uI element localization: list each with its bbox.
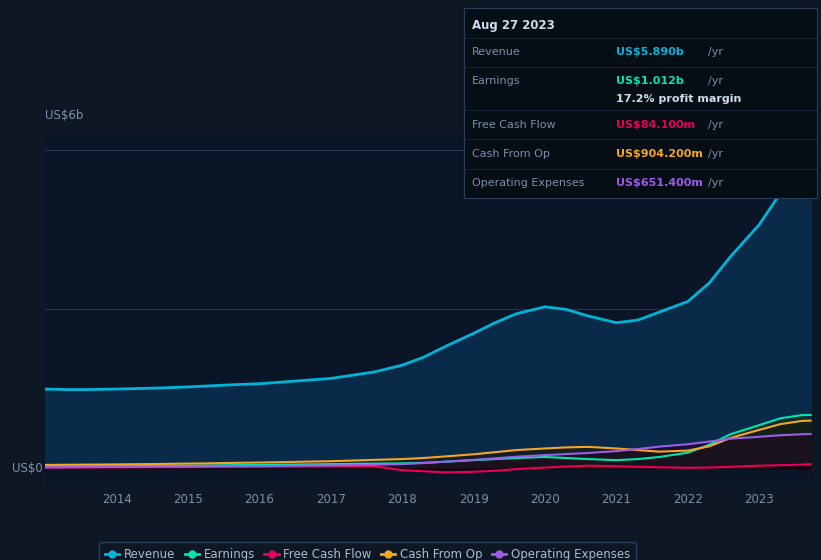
Text: /yr: /yr bbox=[708, 76, 722, 86]
Text: US$6b: US$6b bbox=[45, 109, 84, 122]
Text: Revenue: Revenue bbox=[472, 47, 521, 57]
Legend: Revenue, Earnings, Free Cash Flow, Cash From Op, Operating Expenses: Revenue, Earnings, Free Cash Flow, Cash … bbox=[99, 543, 636, 560]
Text: Operating Expenses: Operating Expenses bbox=[472, 178, 585, 188]
Text: Free Cash Flow: Free Cash Flow bbox=[472, 120, 556, 130]
Text: Earnings: Earnings bbox=[472, 76, 521, 86]
Text: US$84.100m: US$84.100m bbox=[616, 120, 695, 130]
Text: Cash From Op: Cash From Op bbox=[472, 149, 550, 159]
Text: /yr: /yr bbox=[708, 120, 722, 130]
Text: US$904.200m: US$904.200m bbox=[616, 149, 703, 159]
Text: Aug 27 2023: Aug 27 2023 bbox=[472, 20, 555, 32]
Text: /yr: /yr bbox=[708, 47, 722, 57]
Text: US$651.400m: US$651.400m bbox=[616, 178, 703, 188]
Text: US$0: US$0 bbox=[12, 462, 43, 475]
Text: /yr: /yr bbox=[708, 149, 722, 159]
Text: US$5.890b: US$5.890b bbox=[616, 47, 684, 57]
Text: US$1.012b: US$1.012b bbox=[616, 76, 684, 86]
Text: 17.2% profit margin: 17.2% profit margin bbox=[616, 94, 741, 104]
Text: /yr: /yr bbox=[708, 178, 722, 188]
